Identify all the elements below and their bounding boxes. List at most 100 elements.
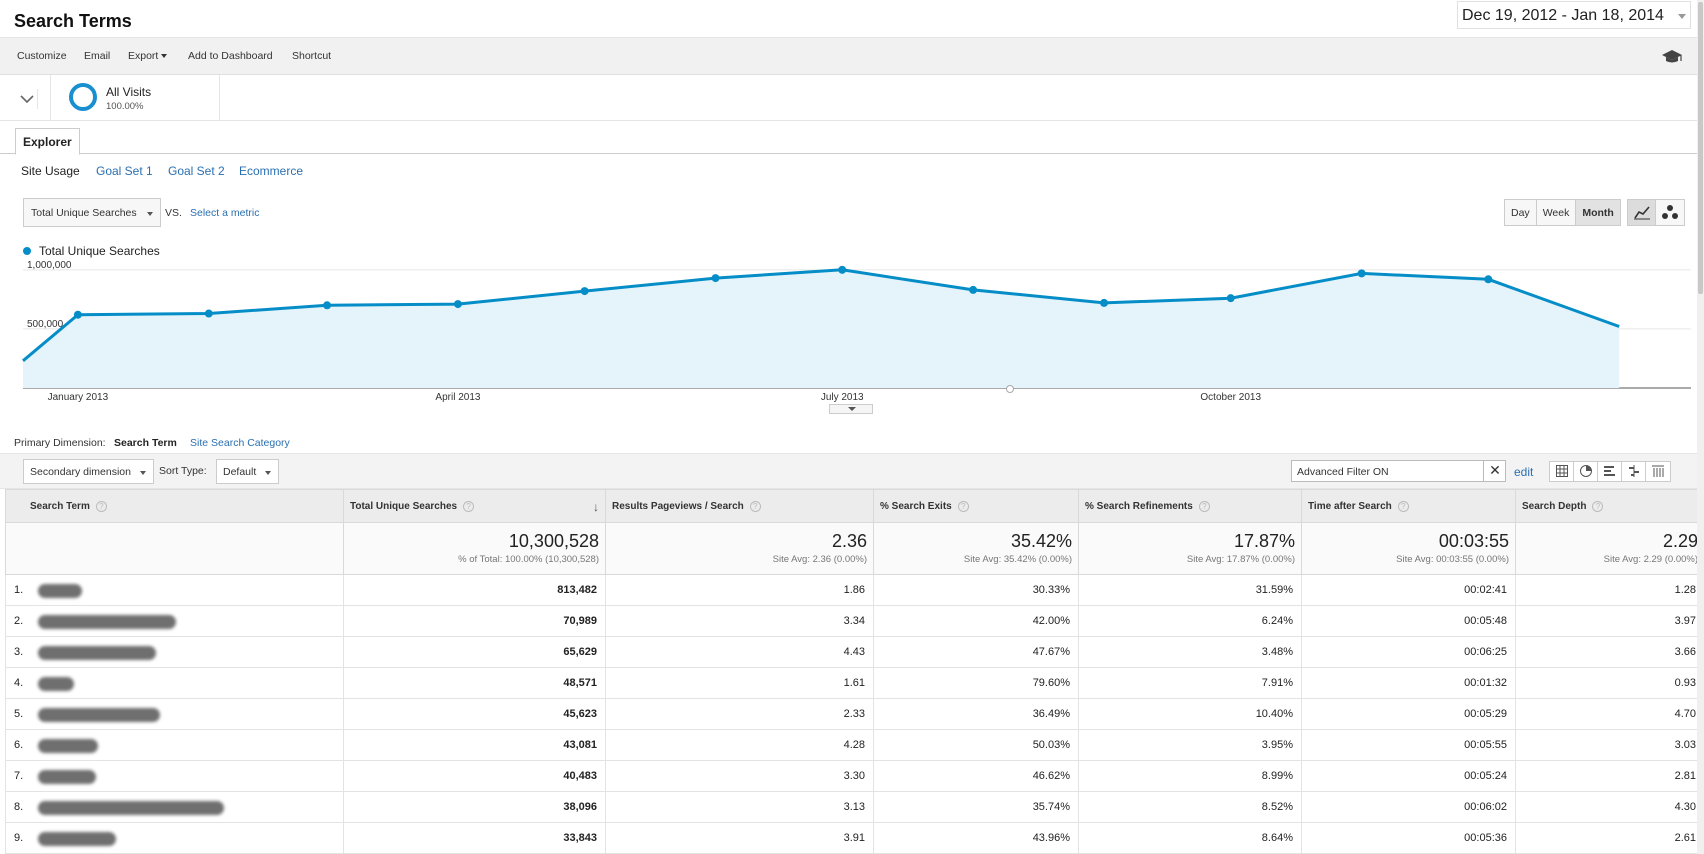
help-icon[interactable]: ? xyxy=(1198,500,1210,512)
metric-select[interactable]: Total Unique Searches xyxy=(23,198,161,227)
comparison-view-icon[interactable] xyxy=(1622,462,1646,481)
title-bar: Search Terms Dec 19, 2012 - Jan 18, 2014 xyxy=(0,0,1704,38)
table-row[interactable]: 8. 38,096 3.13 35.74% 8.52% 00:06:02 4.30 xyxy=(5,791,1704,823)
help-icon[interactable]: ? xyxy=(957,500,969,512)
table-header-row: Search Term? Total Unique Searches? ↓ Res… xyxy=(5,489,1704,523)
line-chart-button[interactable] xyxy=(1628,200,1656,225)
subtab-goal-set-2[interactable]: Goal Set 2 xyxy=(168,164,225,178)
metric-cell: 3.95% xyxy=(1078,729,1302,761)
col-total-unique-searches[interactable]: Total Unique Searches? ↓ xyxy=(343,489,606,523)
col-results-pageviews[interactable]: Results Pageviews / Search? xyxy=(605,489,874,523)
col-search-depth[interactable]: Search Depth? xyxy=(1515,489,1704,523)
shortcut-button[interactable]: Shortcut xyxy=(292,50,332,62)
table-row[interactable]: 4. 48,571 1.61 79.60% 7.91% 00:01:32 0.93 xyxy=(5,667,1704,699)
chart-type-group xyxy=(1627,199,1685,226)
filter-input[interactable]: Advanced Filter ON xyxy=(1291,460,1506,482)
metric-cell: 00:05:29 xyxy=(1301,698,1516,730)
graduation-cap-icon[interactable] xyxy=(1661,47,1683,65)
clear-filter-icon[interactable]: ✕ xyxy=(1483,460,1506,482)
pie-view-icon[interactable] xyxy=(1574,462,1598,481)
month-button[interactable]: Month xyxy=(1576,200,1620,225)
col-search-refinements[interactable]: % Search Refinements? xyxy=(1078,489,1302,523)
subtab-goal-set-1[interactable]: Goal Set 1 xyxy=(96,164,153,178)
data-point xyxy=(453,300,462,309)
date-range-picker[interactable]: Dec 19, 2012 - Jan 18, 2014 xyxy=(1457,1,1691,29)
table-row[interactable]: 7. 40,483 3.30 46.62% 8.99% 00:05:24 2.81 xyxy=(5,760,1704,792)
search-term-cell[interactable]: 7. xyxy=(5,760,344,792)
search-term-cell[interactable]: 9. xyxy=(5,822,344,854)
search-term-cell[interactable]: 3. xyxy=(5,636,344,668)
table-row[interactable]: 3. 65,629 4.43 47.67% 3.48% 00:06:25 3.66 xyxy=(5,636,1704,668)
tab-explorer[interactable]: Explorer xyxy=(15,128,80,155)
data-point xyxy=(1226,294,1235,303)
help-icon[interactable]: ? xyxy=(1592,500,1604,512)
secondary-dimension-select[interactable]: Secondary dimension xyxy=(23,459,154,484)
table-row[interactable]: 9. 33,843 3.91 43.96% 8.64% 00:05:36 2.61 xyxy=(5,822,1704,854)
search-term-cell[interactable]: 2. xyxy=(5,605,344,637)
help-icon[interactable]: ? xyxy=(463,500,475,512)
help-icon[interactable]: ? xyxy=(95,500,107,512)
table-row[interactable]: 2. 70,989 3.34 42.00% 6.24% 00:05:48 3.97 xyxy=(5,605,1704,637)
chart-expand-handle[interactable] xyxy=(829,404,873,414)
select-metric-link[interactable]: Select a metric xyxy=(190,207,260,219)
add-to-dashboard-button[interactable]: Add to Dashboard xyxy=(188,50,273,62)
col-time-after-search[interactable]: Time after Search? xyxy=(1301,489,1516,523)
data-point xyxy=(1100,298,1109,307)
table-row[interactable]: 6. 43,081 4.28 50.03% 3.95% 00:05:55 3.03 xyxy=(5,729,1704,761)
search-term-cell[interactable]: 5. xyxy=(5,698,344,730)
chevron-down-icon xyxy=(161,54,168,59)
metric-cell: 00:01:32 xyxy=(1301,667,1516,699)
x-tick-label: April 2013 xyxy=(435,392,480,403)
dimension-site-search-category[interactable]: Site Search Category xyxy=(190,437,290,449)
data-point xyxy=(73,310,82,319)
motion-chart-button[interactable] xyxy=(1656,200,1684,225)
scrollbar-track[interactable] xyxy=(1697,0,1704,854)
customize-button[interactable]: Customize xyxy=(17,50,67,62)
bubble-chart-icon xyxy=(1662,205,1678,219)
edit-filter-link[interactable]: edit xyxy=(1514,465,1534,479)
subtab-ecommerce[interactable]: Ecommerce xyxy=(239,164,304,178)
metric-cell: 79.60% xyxy=(873,667,1079,699)
chevron-down-icon xyxy=(20,95,34,104)
metric-cell: 31.59% xyxy=(1078,574,1302,606)
metric-cell: 50.03% xyxy=(873,729,1079,761)
search-term-cell[interactable]: 8. xyxy=(5,791,344,823)
metric-cell: 43,081 xyxy=(343,729,606,761)
search-term-cell[interactable]: 4. xyxy=(5,667,344,699)
metric-cell: 8.64% xyxy=(1078,822,1302,854)
subtab-site-usage[interactable]: Site Usage xyxy=(21,164,80,178)
help-icon[interactable]: ? xyxy=(1397,500,1409,512)
metric-cell: 00:05:48 xyxy=(1301,605,1516,637)
x-tick-label: January 2013 xyxy=(48,392,109,403)
totals-row: 10,300,528% of Total: 100.00% (10,300,52… xyxy=(5,522,1704,575)
pivot-view-icon[interactable] xyxy=(1646,462,1670,481)
col-search-term[interactable]: Search Term? xyxy=(5,489,344,523)
x-axis: January 2013 April 2013 July 2013 October 2… xyxy=(48,385,1261,403)
sort-type-select[interactable]: Default xyxy=(216,459,279,484)
dimension-search-term[interactable]: Search Term xyxy=(114,437,177,449)
table-view-group xyxy=(1549,461,1671,482)
vs-label: VS. xyxy=(165,207,182,219)
performance-view-icon[interactable] xyxy=(1598,462,1622,481)
export-button[interactable]: Export xyxy=(128,50,168,62)
segment-row: All Visits 100.00% xyxy=(0,75,1704,121)
col-search-exits[interactable]: % Search Exits? xyxy=(873,489,1079,523)
table-row[interactable]: 1. 813,482 1.86 30.33% 31.59% 00:02:41 1.28 xyxy=(5,574,1704,606)
data-table-view-icon[interactable] xyxy=(1550,462,1574,481)
day-button[interactable]: Day xyxy=(1505,200,1537,225)
segment-all-visits[interactable]: All Visits 100.00% xyxy=(50,75,220,121)
metric-cell: 65,629 xyxy=(343,636,606,668)
scrollbar-thumb[interactable] xyxy=(1698,2,1703,294)
week-button[interactable]: Week xyxy=(1536,200,1577,225)
metric-cell: 46.62% xyxy=(873,760,1079,792)
segment-toggle[interactable] xyxy=(16,89,38,109)
help-icon[interactable]: ? xyxy=(749,500,761,512)
y-tick-label: 1,000,000 xyxy=(27,260,72,271)
search-term-cell[interactable]: 1. xyxy=(5,574,344,606)
search-term-cell[interactable]: 6. xyxy=(5,729,344,761)
chevron-down-icon xyxy=(1678,14,1686,19)
data-point xyxy=(323,301,332,310)
table-row[interactable]: 5. 45,623 2.33 36.49% 10.40% 00:05:29 4.70 xyxy=(5,698,1704,730)
email-button[interactable]: Email xyxy=(84,50,111,62)
metric-cell: 42.00% xyxy=(873,605,1079,637)
